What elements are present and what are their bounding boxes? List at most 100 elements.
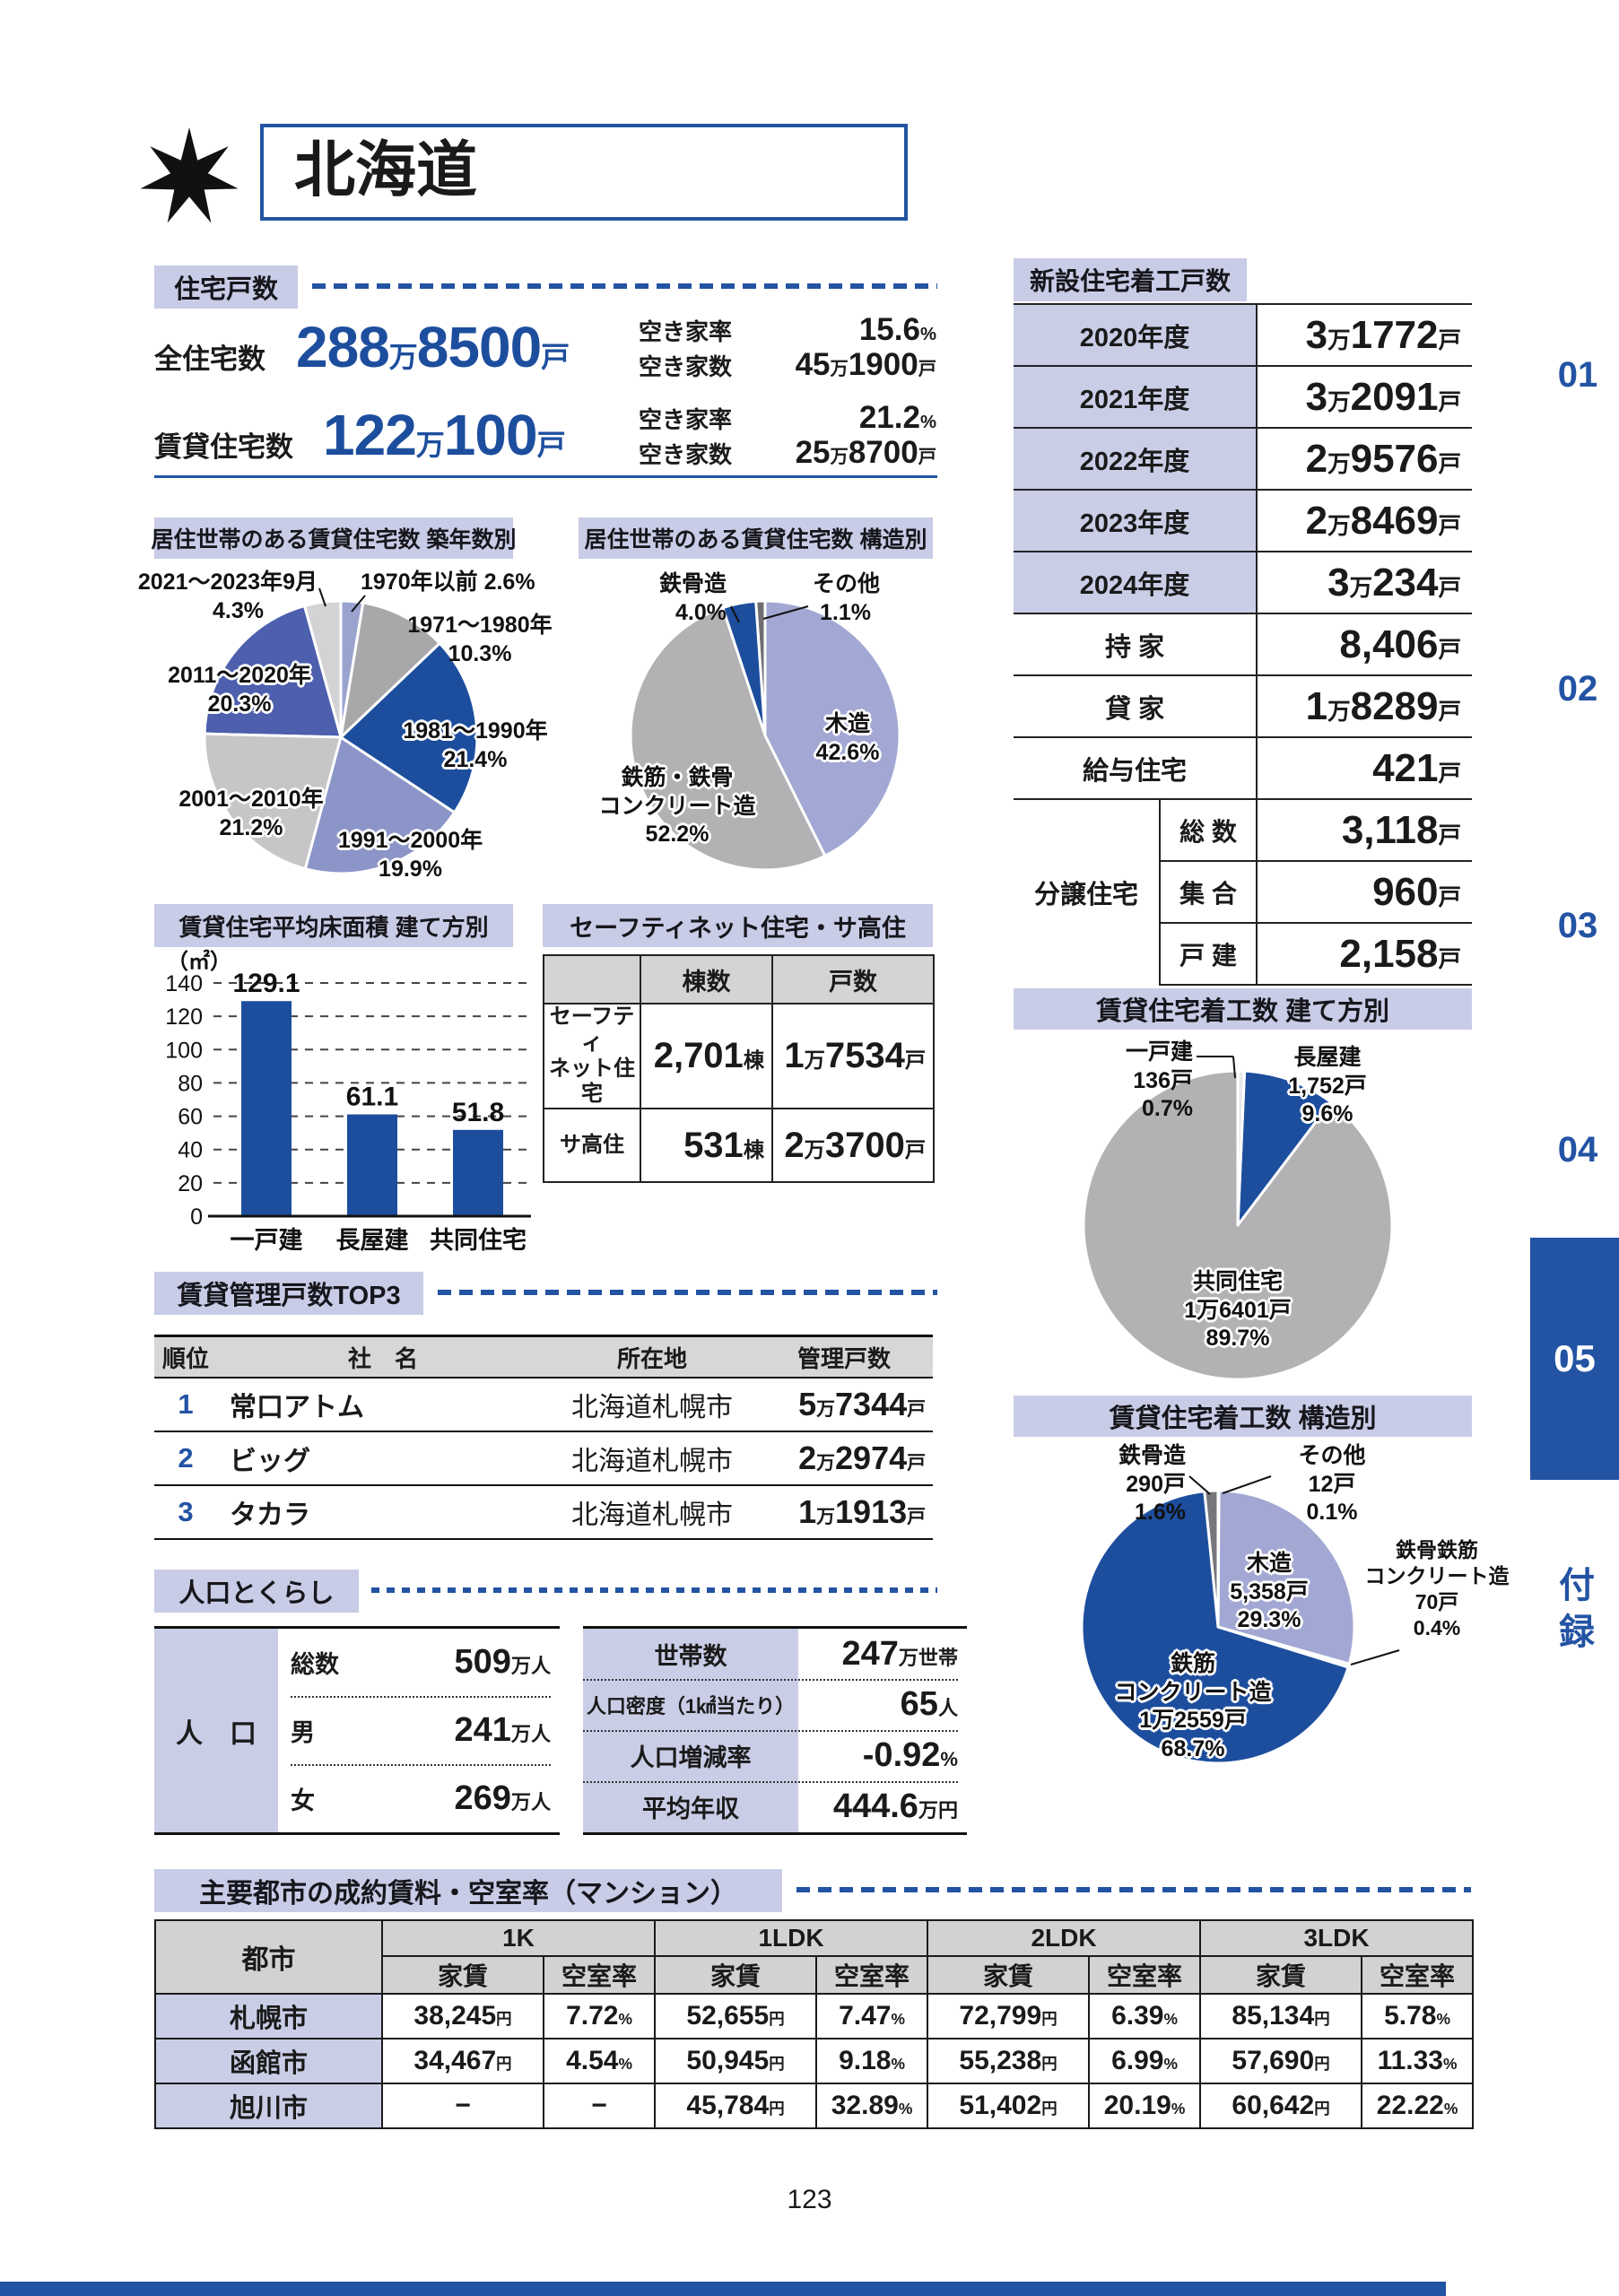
section-starts-type-header: 賃貸住宅着工数 建て方別 xyxy=(1014,988,1472,1030)
vacancy-rate-label: 空き家率 xyxy=(639,318,733,345)
sidebar-item-03: 03 xyxy=(1557,906,1598,945)
city-header: 都市 xyxy=(154,1919,383,1995)
table-row: 女 269万人 xyxy=(291,1779,551,1817)
total-housing-value: 288万8500戸 xyxy=(296,315,570,379)
table-row: 戸 建 2,158戸 xyxy=(1014,922,1473,986)
section-safety-net-header: セーフティネット住宅・サ高住 xyxy=(543,904,933,947)
safety-net-table: 棟数 戸数 セーフティ ネット住宅 2,701棟 1万7534戸 サ高住 531… xyxy=(543,954,935,1184)
section-pie-structure-header: 居住世帯のある賃貸住宅数 構造別 xyxy=(579,517,933,559)
top3-table: 順位 社 名 所在地 管理戸数 1 常口アトム 北海道札幌市 5万7344戸 2… xyxy=(154,1335,933,1540)
pie-label: 1981～1990年 21.4% xyxy=(403,718,548,772)
pie-label: 1991～2000年 19.9% xyxy=(337,828,483,882)
section-starts-structure-header: 賃貸住宅着工数 構造別 xyxy=(1014,1396,1472,1437)
pie-label: 1970年以前 2.6% xyxy=(361,570,535,595)
svg-text:80: 80 xyxy=(178,1071,203,1096)
rental-housing-label: 賃貸住宅数 xyxy=(154,431,293,463)
svg-text:20: 20 xyxy=(178,1171,203,1196)
divider-dashed xyxy=(312,283,937,289)
divider-dashed xyxy=(796,1887,1471,1892)
table-row: 函館市 34,467円 4.54% 50,945円 9.18% 55,238円 … xyxy=(154,2038,1475,2084)
table-row: 集 合 960戸 xyxy=(1014,860,1473,923)
table-row: 人口増減率 -0.92% xyxy=(583,1730,958,1783)
svg-text:60: 60 xyxy=(178,1105,203,1130)
hokkaido-emblem-icon xyxy=(140,127,239,223)
section-new-starts-header: 新設住宅着工戸数 xyxy=(1014,258,1247,301)
section-pie-age-header: 居住世帯のある賃貸住宅数 築年数別 xyxy=(152,517,516,559)
pie-chart-structure-block: 鉄骨造 4.0% その他 1.1% 木造 42.6% 鉄筋・鉄骨 コンクリート造… xyxy=(574,565,951,893)
svg-text:51.8: 51.8 xyxy=(452,1098,504,1127)
sidebar-item-01: 01 xyxy=(1557,355,1598,395)
total-vacancy-block: 空き家率 15.6% 空き家数 45万1900戸 xyxy=(639,312,936,382)
table-header-row: 順位 社 名 所在地 管理戸数 xyxy=(154,1335,933,1378)
pie-label: 2011～2020年 20.3% xyxy=(168,663,311,717)
section-top3-header: 賃貸管理戸数TOP3 xyxy=(154,1272,423,1315)
pie-label: 木造 5,358戸 29.3% xyxy=(1230,1551,1309,1632)
section-floor-area-header: 賃貸住宅平均床面積 建て方別 xyxy=(154,904,513,947)
page-number: 123 xyxy=(787,2185,832,2214)
section-population-header: 人口とくらし xyxy=(154,1570,359,1613)
total-housing-label: 全住宅数 xyxy=(154,344,265,375)
vacancy-count-value: 25万8700戸 xyxy=(795,435,936,470)
svg-text:129.1: 129.1 xyxy=(232,969,300,998)
pie-chart-starts-structure xyxy=(1080,1475,1400,1765)
table-header-row: 都市 1K 1LDK 2LDK 3LDK xyxy=(154,1919,1475,1995)
population-right-table: 世帯数 247万世帯 人口密度（1㎢当たり） 65人 人口増減率 -0.92% … xyxy=(583,1626,967,1835)
pie-label: 2001～2010年 21.2% xyxy=(178,787,324,840)
pie-label: その他 1.1% xyxy=(813,571,881,625)
vacancy-count-label: 空き家数 xyxy=(639,441,733,468)
pie-chart-starts-type xyxy=(1082,1056,1394,1381)
pie-label: 鉄骨鉄筋 コンクリート造 70戸 0.4% xyxy=(1364,1538,1510,1639)
pie-chart-starts-type-block: 一戸建 136戸 0.7% 長屋建 1,752戸 9.6% 共同住宅 1万640… xyxy=(1014,1030,1471,1388)
section-housing-stock-header: 住宅戸数 xyxy=(154,265,298,309)
table-row: 男 241万人 xyxy=(291,1696,551,1766)
col-header: 戸数 xyxy=(771,954,935,1004)
population-left-table: 人 口 総数 509万人 男 241万人 女 269万人 xyxy=(154,1626,560,1835)
table-row: 平均年収 444.6万円 xyxy=(642,1787,958,1825)
col-header: 棟数 xyxy=(640,954,773,1004)
pie-label: 共同住宅 1万6401戸 89.7% xyxy=(1184,1269,1292,1351)
table-header-row: 棟数 戸数 xyxy=(543,954,935,1004)
svg-text:0: 0 xyxy=(190,1205,203,1230)
table-row: 3 タカラ 北海道札幌市 1万1913戸 xyxy=(154,1485,933,1540)
divider-dashed xyxy=(371,1587,937,1593)
table-row: 2021年度 3万2091戸 xyxy=(1014,365,1473,428)
vacancy-rate-value: 21.2% xyxy=(858,400,936,435)
pie-label: 長屋建 1,752戸 9.6% xyxy=(1288,1045,1367,1126)
pie-label: 鉄骨造 4.0% xyxy=(658,571,727,625)
table-row: 2022年度 2万9576戸 xyxy=(1014,427,1473,490)
table-row: 2020年度 3万1772戸 xyxy=(1014,303,1473,366)
pie-chart-structure xyxy=(629,599,901,872)
pie-chart-age-block: 2021～2023年9月 4.3% 1970年以前 2.6% 1971～1980… xyxy=(126,565,556,893)
sidebar-item-04: 04 xyxy=(1557,1130,1598,1170)
sidebar-item-02: 02 xyxy=(1557,669,1598,709)
table-row: 給与住宅 421戸 xyxy=(1014,736,1473,799)
vacancy-rate-value: 15.6% xyxy=(858,312,936,347)
table-row: セーフティ ネット住宅 2,701棟 1万7534戸 xyxy=(543,1002,935,1110)
pie-label: 木造 42.6% xyxy=(815,711,880,765)
vacancy-rate-label: 空き家率 xyxy=(639,406,733,433)
table-row: 2023年度 2万8469戸 xyxy=(1014,489,1473,552)
pie-label: 鉄骨造 290戸 1.6% xyxy=(1118,1443,1186,1525)
rental-housing-value: 122万100戸 xyxy=(323,403,566,467)
table-row: 人口密度（1㎢当たり） 65人 xyxy=(583,1679,958,1732)
sidebar-item-05-active: 05 xyxy=(1530,1238,1619,1480)
pie-chart-starts-structure-block: 鉄骨造 290戸 1.6% その他 12戸 0.1% 木造 5,358戸 29.… xyxy=(1014,1437,1516,1849)
table-row: サ高住 531棟 2万3700戸 xyxy=(543,1108,935,1184)
svg-text:長屋建: 長屋建 xyxy=(336,1227,409,1254)
table-row: 旭川市 − − 45,784円 32.89% 51,402円 20.19% 60… xyxy=(154,2083,1475,2129)
svg-text:共同住宅: 共同住宅 xyxy=(430,1226,527,1254)
sidebar-appendix-label: 付録 xyxy=(1559,1566,1595,1652)
table-header-row: 家賃 空室率 家賃 空室率 家賃 空室率 家賃 空室率 xyxy=(155,1955,1475,1995)
pie-label: 1971～1980年 10.3% xyxy=(407,613,553,666)
vacancy-count-label: 空き家数 xyxy=(639,353,733,380)
footer-bar xyxy=(0,2282,1446,2296)
pie-label: 鉄筋・鉄骨 コンクリート造 52.2% xyxy=(598,765,756,847)
table-row: 2024年度 3万234戸 xyxy=(1014,551,1473,613)
pie-label: 2021～2023年9月 4.3% xyxy=(137,570,318,623)
svg-text:（㎡）: （㎡） xyxy=(167,949,231,974)
rent-vacancy-table: 都市 1K 1LDK 2LDK 3LDK 家賃 空室率 家賃 空室率 家賃 空室… xyxy=(154,1919,1475,2129)
table-row: 分譲住宅 総 数 3,118戸 xyxy=(1014,798,1473,985)
table-row: 2 ビッグ 北海道札幌市 2万2974戸 xyxy=(154,1431,933,1486)
divider-line xyxy=(154,475,937,478)
